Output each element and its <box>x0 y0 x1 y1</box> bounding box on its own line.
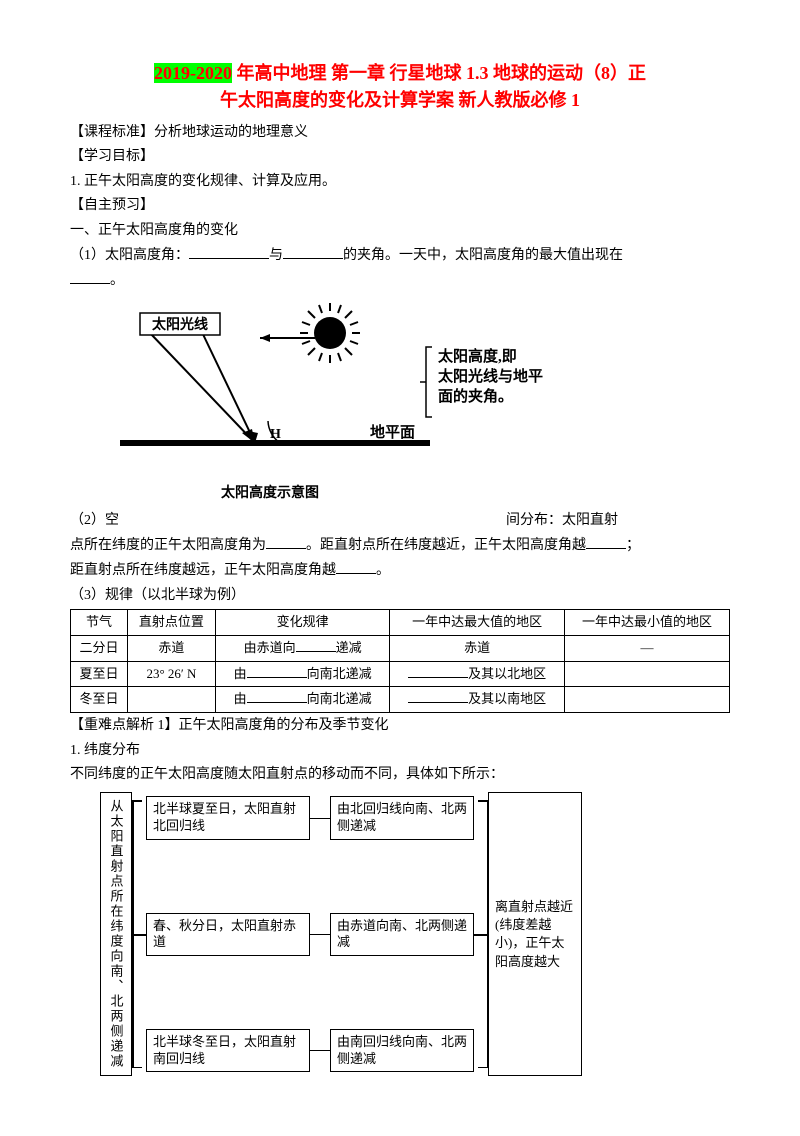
blank <box>266 534 306 549</box>
analysis-1-text: 不同纬度的正午太阳高度随太阳直射点的移动而不同，具体如下所示： <box>70 764 730 786</box>
preview-label: 【自主预习】 <box>70 195 730 217</box>
standard-text: 分析地球运动的地理意义 <box>154 125 308 140</box>
item1-prefix: （1）太阳高度角： <box>70 248 189 263</box>
flow-box: 北半球冬至日，太阳直射南回归线 <box>146 1029 310 1073</box>
ground-label: 地平面 <box>370 423 415 441</box>
flow-box: 由赤道向南、北两侧递减 <box>330 913 474 957</box>
th: 直射点位置 <box>128 610 216 636</box>
th: 节气 <box>71 610 128 636</box>
flow-mid-col: 北半球夏至日，太阳直射北回归线 由北回归线向南、北两侧递减 春、秋分日，太阳直射… <box>146 792 474 1076</box>
flow-box: 春、秋分日，太阳直射赤道 <box>146 913 310 957</box>
blank <box>336 559 376 574</box>
th: 变化规律 <box>215 610 390 636</box>
item2-line3: 距直射点所在纬度越远，正午太阳高度角越。 <box>70 559 730 582</box>
blank <box>189 244 269 259</box>
bracket-right <box>474 792 488 1076</box>
course-standard: 【课程标准】分析地球运动的地理意义 <box>70 122 730 144</box>
flow-right-box: 离直射点越近(纬度差越小)，正午太阳高度越大 <box>488 792 582 1076</box>
rules-table: 节气 直射点位置 变化规律 一年中达最大值的地区 一年中达最小值的地区 二分日 … <box>70 609 730 713</box>
table-row: 二分日 赤道 由赤道向递减 赤道 — <box>71 635 730 661</box>
title-line1-rest: 年高中地理 第一章 行星地球 1.3 地球的运动（8）正 <box>232 63 646 83</box>
sunray-label: 太阳光线 <box>152 316 208 333</box>
table-row: 夏至日 23° 26′ N 由向南北递减 及其以北地区 <box>71 661 730 687</box>
svg-text:太阳高度,即: 太阳高度,即 <box>438 347 517 365</box>
flow-box: 由南回归线向南、北两侧递减 <box>330 1029 474 1073</box>
flow-left-box: 从太阳直射点所在纬度向南、北两侧递减 <box>100 792 132 1076</box>
item2-prefix: （2）空 <box>70 513 119 528</box>
h-label: H <box>270 427 281 442</box>
blank <box>586 534 626 549</box>
item1-cont: 。 <box>70 269 730 292</box>
analysis-1: 1. 纬度分布 <box>70 740 730 762</box>
diagram-caption: 太阳高度示意图 <box>110 483 430 505</box>
objective-label: 【学习目标】 <box>70 146 730 168</box>
objective-text: 1. 正午太阳高度的变化规律、计算及应用。 <box>70 171 730 193</box>
blank <box>70 269 110 284</box>
flow-box: 北半球夏至日，太阳直射北回归线 <box>146 796 310 840</box>
flow-diagram: 从太阳直射点所在纬度向南、北两侧递减 北半球夏至日，太阳直射北回归线 由北回归线… <box>100 792 730 1076</box>
item1: （1）太阳高度角： 与 的夹角。一天中，太阳高度角的最大值出现在 <box>70 244 730 267</box>
table-header-row: 节气 直射点位置 变化规律 一年中达最大值的地区 一年中达最小值的地区 <box>71 610 730 636</box>
analysis-label: 【重难点解析 1】 <box>70 718 179 733</box>
item2-tail: 间分布：太阳直射 <box>506 513 618 528</box>
svg-text:面的夹角。: 面的夹角。 <box>438 387 513 405</box>
blank <box>283 244 343 259</box>
svg-text:太阳光线与地平: 太阳光线与地平 <box>438 367 543 385</box>
item1-mid2: 的夹角。一天中，太阳高度角的最大值出现在 <box>343 248 623 263</box>
document-title: 2019-2020 年高中地理 第一章 行星地球 1.3 地球的运动（8）正 午… <box>70 60 730 114</box>
title-highlight: 2019-2020 <box>154 63 232 83</box>
item1-mid1: 与 <box>269 248 283 263</box>
table-row: 冬至日 由向南北递减 及其以南地区 <box>71 687 730 713</box>
item2-line2: 点所在纬度的正午太阳高度角为。距直射点所在纬度越近，正午太阳高度角越； <box>70 534 730 557</box>
th: 一年中达最小值的地区 <box>564 610 729 636</box>
item3-prefix: （3）规律（以北半球为例） <box>70 585 730 607</box>
standard-label: 【课程标准】 <box>70 125 154 140</box>
analysis-title: 正午太阳高度角的分布及季节变化 <box>179 718 389 733</box>
section1-title: 一、正午太阳高度角的变化 <box>70 220 730 242</box>
th: 一年中达最大值的地区 <box>390 610 565 636</box>
title-line2: 午太阳高度的变化及计算学案 新人教版必修 1 <box>220 90 580 110</box>
sun-angle-diagram: 太阳光线 H 地平面 太阳高度,即 太阳光线与地平 面的夹角。 太阳高度示意图 <box>110 303 730 506</box>
item2: （2）空 间分布：太阳直射 <box>70 510 730 532</box>
flow-box: 由北回归线向南、北两侧递减 <box>330 796 474 840</box>
bracket-left <box>132 792 146 1076</box>
analysis-heading: 【重难点解析 1】正午太阳高度角的分布及季节变化 <box>70 715 730 737</box>
